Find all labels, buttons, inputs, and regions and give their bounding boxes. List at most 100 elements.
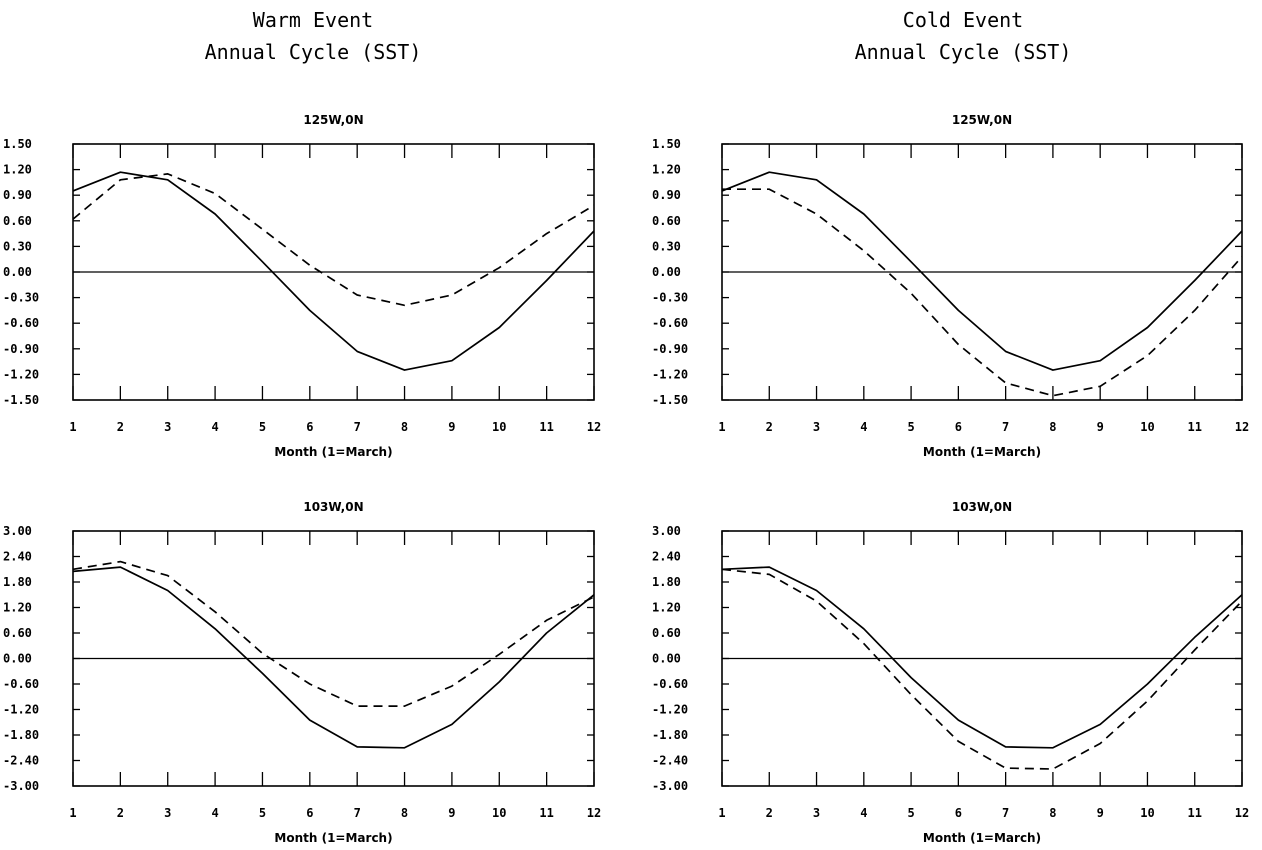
- y-tick-label: 3.00: [3, 524, 32, 538]
- x-tick-label: 8: [401, 420, 408, 434]
- x-tick-label: 2: [117, 806, 124, 820]
- y-tick-label: 0.00: [3, 652, 32, 666]
- x-tick-label: 8: [1049, 806, 1056, 820]
- x-tick-label: 10: [492, 420, 506, 434]
- y-tick-label: 1.50: [3, 137, 32, 151]
- x-axis-label: Month (1=March): [274, 445, 392, 459]
- y-tick-label: 2.40: [652, 550, 681, 564]
- x-tick-label: 3: [164, 420, 171, 434]
- warm-event-title: Warm Event: [252, 8, 374, 32]
- y-tick-label: -2.40: [652, 754, 688, 768]
- y-tick-label: 0.30: [652, 239, 681, 253]
- x-tick-label: 7: [1002, 806, 1009, 820]
- y-tick-label: -1.20: [652, 703, 688, 717]
- solid-series-line: [72, 171, 595, 371]
- x-tick-label: 10: [1140, 806, 1154, 820]
- y-tick-label: -1.80: [3, 728, 39, 742]
- x-tick-label: 7: [354, 420, 361, 434]
- y-tick-label: -1.50: [3, 393, 39, 407]
- x-tick-label: 11: [539, 420, 553, 434]
- y-tick-label: -0.30: [652, 291, 688, 305]
- y-tick-label: -1.50: [652, 393, 688, 407]
- chart-title: 103W,0N: [303, 500, 363, 514]
- solid-series-line: [721, 171, 1243, 371]
- warm-event-heading: Warm Event Annual Cycle (SST): [33, 4, 593, 68]
- y-tick-label: -3.00: [652, 779, 688, 793]
- y-tick-label: 1.80: [3, 575, 32, 589]
- chart-title: 125W,0N: [303, 113, 363, 127]
- x-axis-label: Month (1=March): [923, 445, 1041, 459]
- y-tick-label: 0.60: [652, 626, 681, 640]
- solid-series-line: [721, 566, 1243, 749]
- chart-panel-warm-125w: 125W,0N 1.50 1.20 0.90 0.60 0.30 0.00 -0.30 -0.6…: [3, 113, 601, 459]
- x-tick-label: 3: [813, 420, 820, 434]
- x-tick-label: 4: [860, 420, 867, 434]
- y-tick-label: 1.20: [3, 163, 32, 177]
- chart-title: 103W,0N: [952, 500, 1012, 514]
- x-tick-label: 6: [306, 420, 313, 434]
- y-tick-label: -2.40: [3, 754, 39, 768]
- x-tick-label: 1: [69, 806, 76, 820]
- x-axis-label: Month (1=March): [923, 831, 1041, 845]
- y-tick-label: -0.30: [3, 291, 39, 305]
- x-tick-label: 2: [117, 420, 124, 434]
- dashed-series-line: [72, 560, 595, 707]
- y-tick-label: 1.20: [652, 163, 681, 177]
- x-tick-label: 8: [401, 806, 408, 820]
- x-tick-label: 12: [587, 420, 601, 434]
- x-tick-label: 12: [1235, 806, 1249, 820]
- chart-panel-cold-103w: 103W,0N 3.00 2.40 1.80 1.20 0.60 0.00 -0.60 -1.2…: [652, 500, 1249, 845]
- y-tick-label: -1.20: [652, 367, 688, 381]
- x-tick-label: 1: [69, 420, 76, 434]
- x-tick-label: 1: [718, 420, 725, 434]
- x-tick-label: 9: [448, 806, 455, 820]
- y-tick-label: 1.80: [652, 575, 681, 589]
- x-tick-label: 11: [1188, 806, 1202, 820]
- y-tick-label: -1.20: [3, 703, 39, 717]
- dashed-series-line: [72, 173, 595, 307]
- y-tick-label: 1.50: [652, 137, 681, 151]
- x-tick-label: 1: [718, 806, 725, 820]
- chart-panel-warm-103w: 103W,0N 3.00 2.40 1.80 1.20 0.60 0.00 -0.60 -1.2…: [3, 500, 601, 845]
- y-tick-label: 0.90: [3, 188, 32, 202]
- x-tick-label: 6: [955, 806, 962, 820]
- cold-event-heading: Cold Event Annual Cycle (SST): [683, 4, 1243, 68]
- y-tick-label: 0.60: [3, 214, 32, 228]
- x-tick-label: 4: [860, 806, 867, 820]
- x-tick-label: 2: [766, 806, 773, 820]
- x-tick-label: 12: [587, 806, 601, 820]
- x-tick-label: 6: [955, 420, 962, 434]
- chart-title: 125W,0N: [952, 113, 1012, 127]
- x-tick-label: 5: [259, 806, 266, 820]
- y-tick-label: -0.60: [652, 677, 688, 691]
- y-tick-label: -0.90: [3, 342, 39, 356]
- x-tick-label: 11: [539, 806, 553, 820]
- dashed-series-line: [722, 188, 1243, 397]
- y-tick-label: -0.60: [3, 677, 39, 691]
- warm-event-subtitle: Annual Cycle (SST): [204, 40, 422, 64]
- x-tick-label: 11: [1188, 420, 1202, 434]
- y-tick-label: -1.80: [652, 728, 688, 742]
- y-tick-label: 0.60: [3, 626, 32, 640]
- x-tick-label: 9: [1097, 420, 1104, 434]
- y-tick-label: -3.00: [3, 779, 39, 793]
- y-tick-label: 0.00: [3, 265, 32, 279]
- x-tick-label: 5: [907, 806, 914, 820]
- x-tick-label: 8: [1049, 420, 1056, 434]
- x-axis-label: Month (1=March): [274, 831, 392, 845]
- x-tick-label: 7: [1002, 420, 1009, 434]
- x-tick-label: 3: [164, 806, 171, 820]
- x-tick-label: 12: [1235, 420, 1249, 434]
- x-tick-label: 9: [448, 420, 455, 434]
- x-tick-label: 6: [306, 806, 313, 820]
- x-tick-label: 10: [1140, 420, 1154, 434]
- cold-event-subtitle: Annual Cycle (SST): [854, 40, 1072, 64]
- solid-series-line: [72, 566, 595, 749]
- dashed-series-line: [721, 568, 1243, 770]
- x-tick-label: 7: [354, 806, 361, 820]
- y-tick-label: 2.40: [3, 550, 32, 564]
- y-tick-label: 1.20: [652, 601, 681, 615]
- y-tick-label: 0.00: [652, 265, 681, 279]
- x-tick-label: 4: [211, 420, 218, 434]
